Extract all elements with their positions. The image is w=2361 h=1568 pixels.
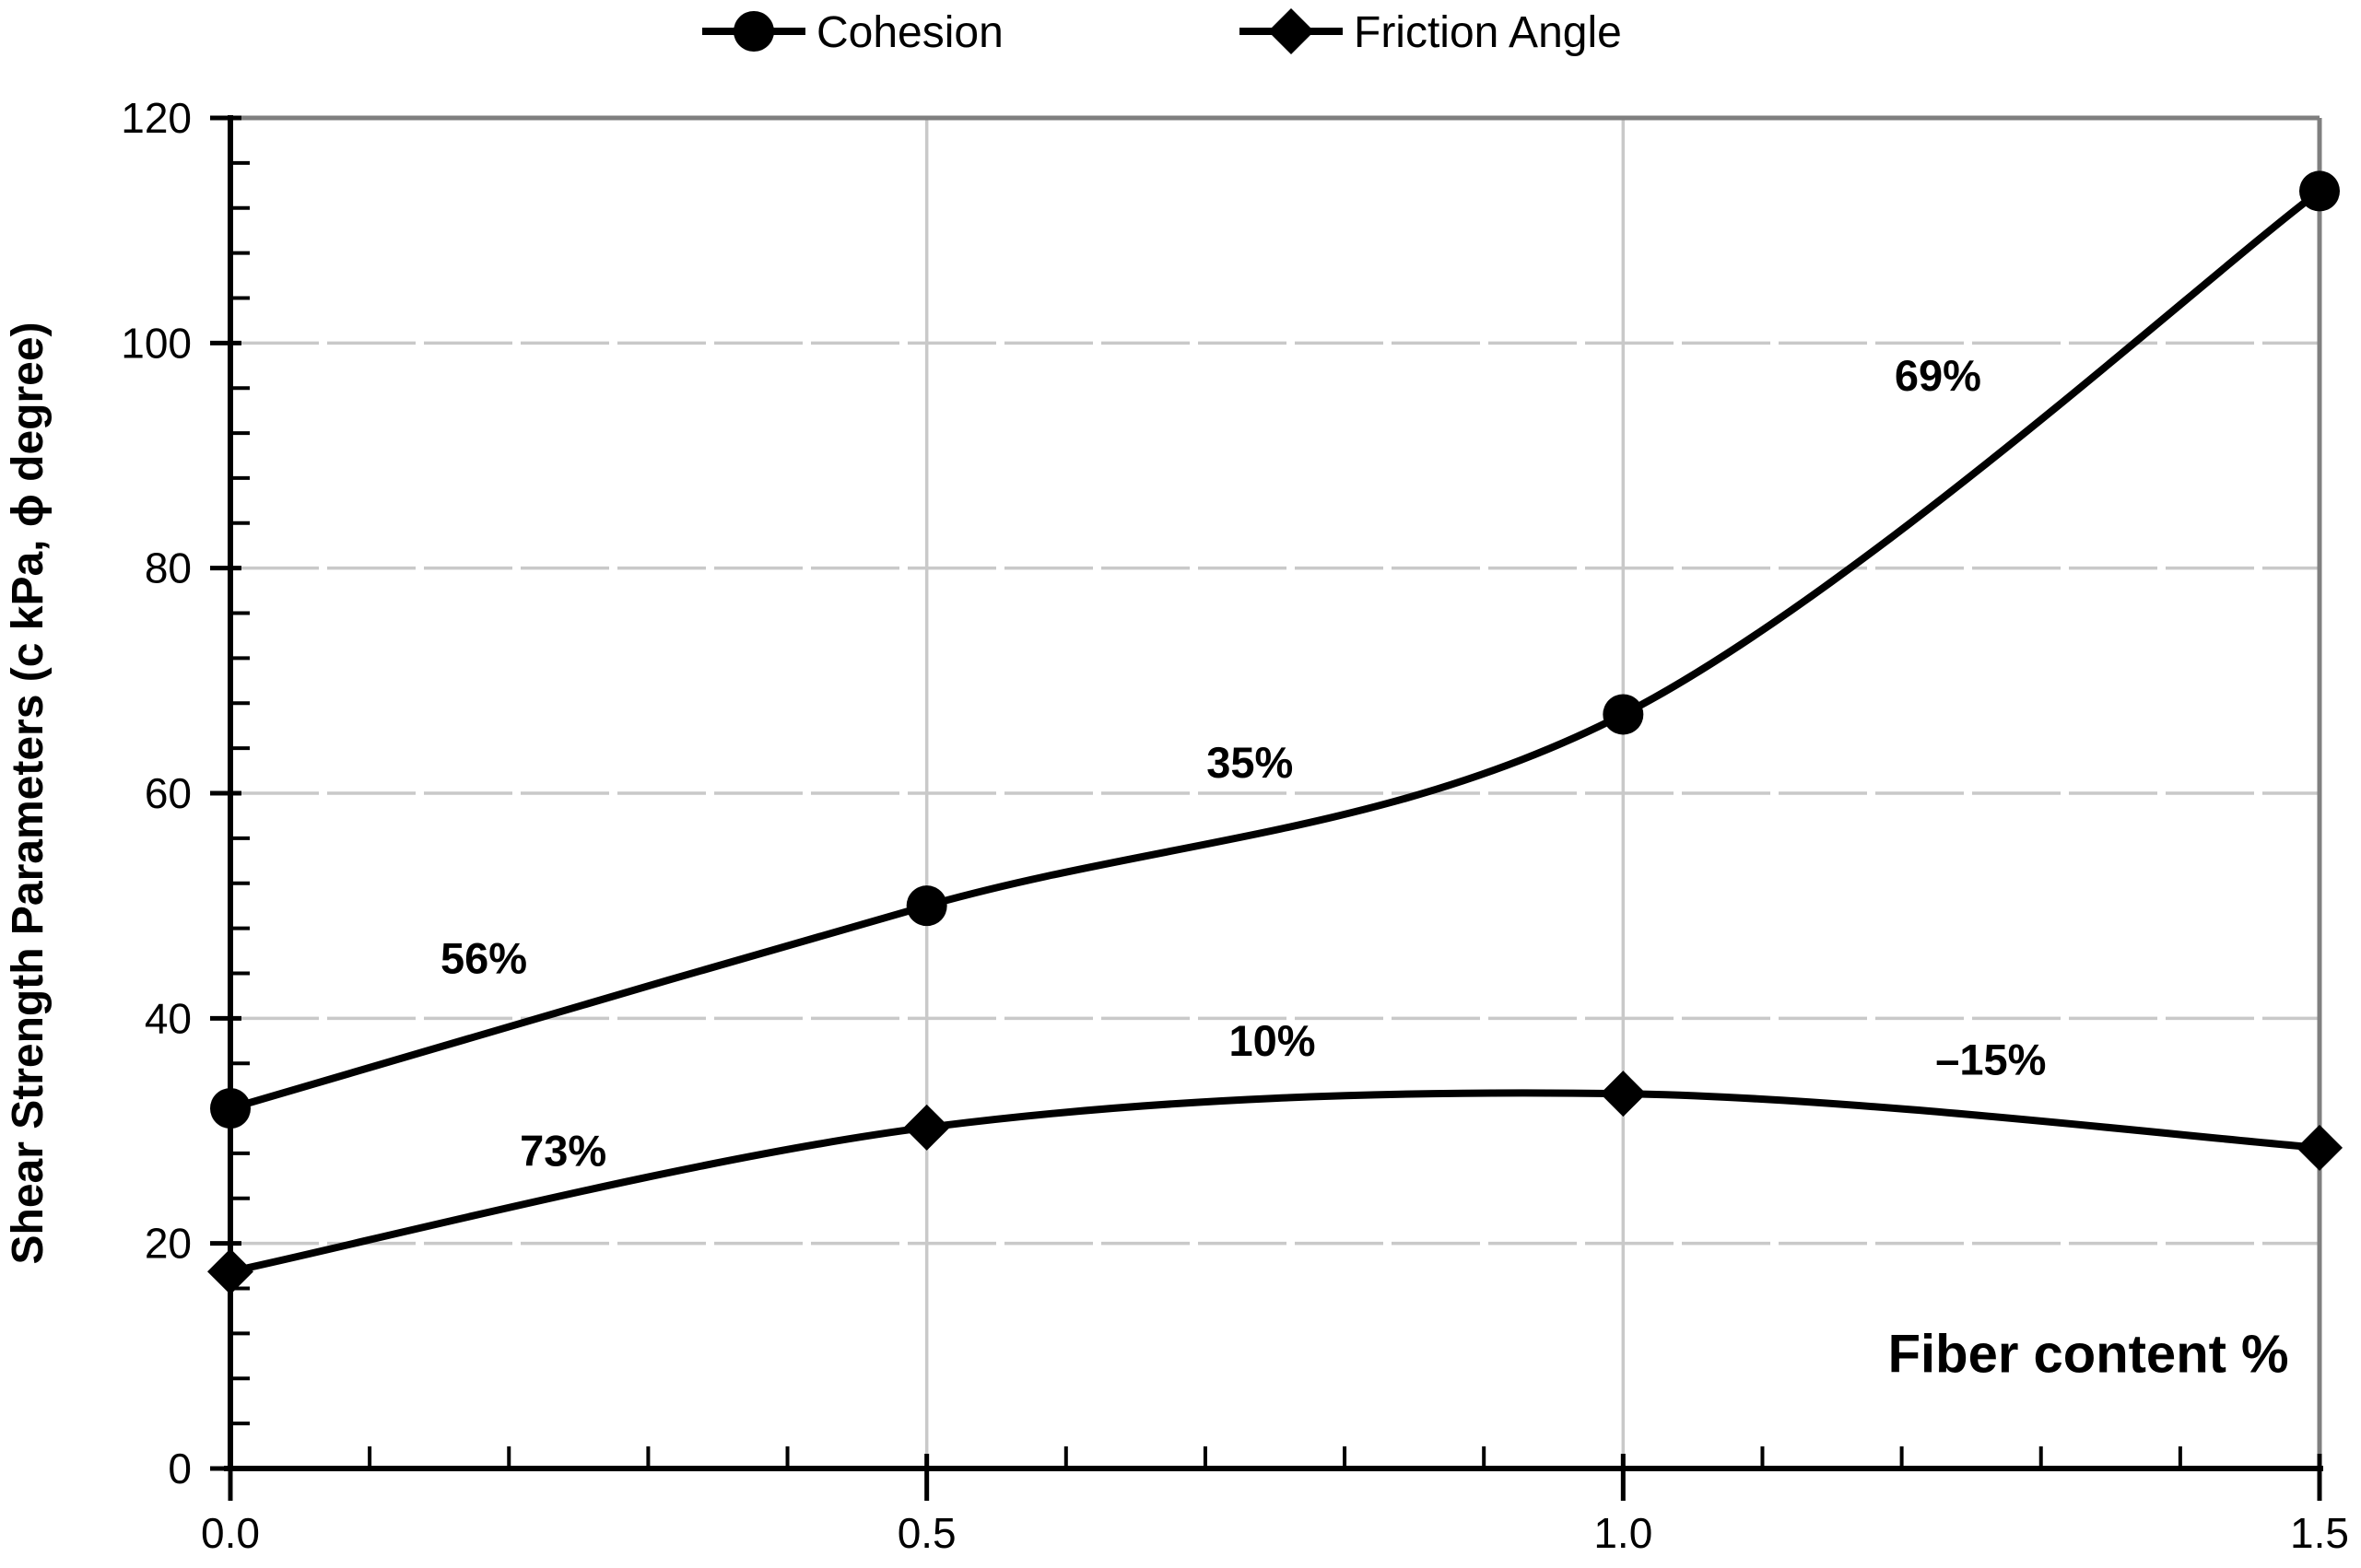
legend-diamond-icon <box>1268 8 1314 54</box>
annotation-69pct: 69% <box>1895 351 1981 400</box>
data-point-cohesion <box>210 1088 251 1129</box>
y-tick-label: 60 <box>145 769 192 817</box>
annotation-neg15pct: –15% <box>1935 1036 2046 1084</box>
data-point-cohesion <box>1603 694 1644 735</box>
series-line-cohesion <box>229 188 2322 1112</box>
legend-label-cohesion: Cohesion <box>816 8 1004 57</box>
legend-label-friction-angle: Friction Angle <box>1354 8 1622 57</box>
y-tick-label: 40 <box>145 994 192 1042</box>
annotation-10pct: 10% <box>1228 1016 1315 1065</box>
data-point-cohesion <box>2299 170 2340 212</box>
annotation-56pct: 56% <box>440 934 527 983</box>
series-line-friction-angle <box>229 1089 2320 1276</box>
y-tick-label: 20 <box>145 1220 192 1268</box>
data-point-friction-angle <box>903 1104 950 1151</box>
data-point-friction-angle <box>2296 1124 2343 1171</box>
annotation-35pct: 35% <box>1206 738 1293 787</box>
y-tick-label: 100 <box>121 319 192 367</box>
data-point-friction-angle <box>1600 1071 1647 1117</box>
x-axis-title: Fiber content % <box>1888 1324 2289 1384</box>
x-tick-label: 1.0 <box>1593 1509 1652 1557</box>
y-axis-title: Shear Strength Parameters (c kPa, ϕ degr… <box>4 322 53 1264</box>
y-tick-label: 0 <box>168 1445 192 1492</box>
x-tick-label: 0.5 <box>898 1509 957 1557</box>
legend-circle-icon <box>734 11 774 52</box>
data-point-friction-angle <box>207 1248 253 1295</box>
y-tick-label: 120 <box>121 94 192 142</box>
annotation-73pct: 73% <box>520 1126 606 1175</box>
y-tick-label: 80 <box>145 544 192 592</box>
x-tick-label: 1.5 <box>2290 1509 2349 1557</box>
x-tick-label: 0.0 <box>201 1509 260 1557</box>
data-point-cohesion <box>906 885 947 927</box>
